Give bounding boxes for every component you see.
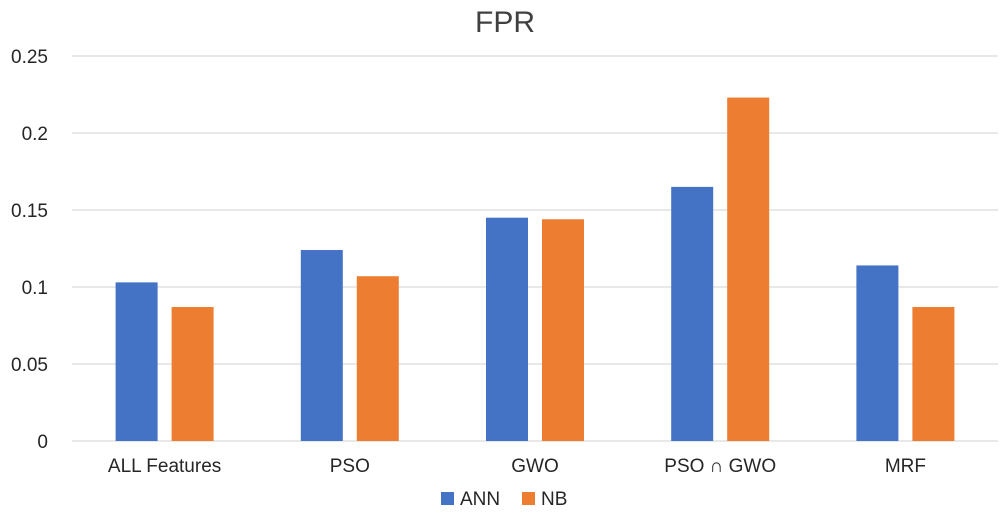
- y-tick-label: 0.05: [11, 355, 48, 376]
- x-category-label: PSO ∩ GWO: [664, 456, 776, 477]
- x-category-label: MRF: [885, 456, 926, 477]
- y-tick-label: 0.25: [11, 47, 48, 68]
- chart-title: FPR: [475, 6, 535, 39]
- bar-nb-3: [542, 219, 584, 441]
- bar-nb-4: [727, 97, 770, 441]
- gridlines: [72, 55, 998, 442]
- x-category-label: PSO: [330, 456, 370, 477]
- y-tick-label: 0.2: [22, 124, 48, 145]
- bar-nb-5: [912, 307, 955, 441]
- y-tick-label: 0.15: [11, 201, 48, 222]
- y-axis-ticks: 0 0.05 0.1 0.15 0.2 0.25: [11, 47, 48, 453]
- x-axis-categories: ALL Features PSO GWO PSO ∩ GWO MRF: [108, 456, 926, 477]
- legend: ANN NB: [441, 489, 567, 510]
- x-category-label: ALL Features: [108, 456, 221, 477]
- y-tick-label: 0.1: [22, 278, 48, 299]
- legend-label-ann: ANN: [460, 489, 500, 510]
- legend-label-nb: NB: [541, 489, 567, 510]
- bars: [115, 97, 955, 441]
- bar-ann-1: [115, 282, 158, 441]
- bar-ann-4: [671, 186, 714, 441]
- bar-ann-3: [486, 217, 528, 441]
- legend-swatch-ann: [441, 492, 454, 505]
- bar-nb-2: [356, 276, 399, 441]
- x-category-label: GWO: [511, 456, 559, 477]
- bar-ann-2: [300, 250, 343, 441]
- bar-nb-1: [171, 307, 214, 441]
- y-tick-label: 0: [37, 432, 48, 453]
- legend-swatch-nb: [522, 492, 535, 505]
- bar-ann-5: [856, 265, 899, 441]
